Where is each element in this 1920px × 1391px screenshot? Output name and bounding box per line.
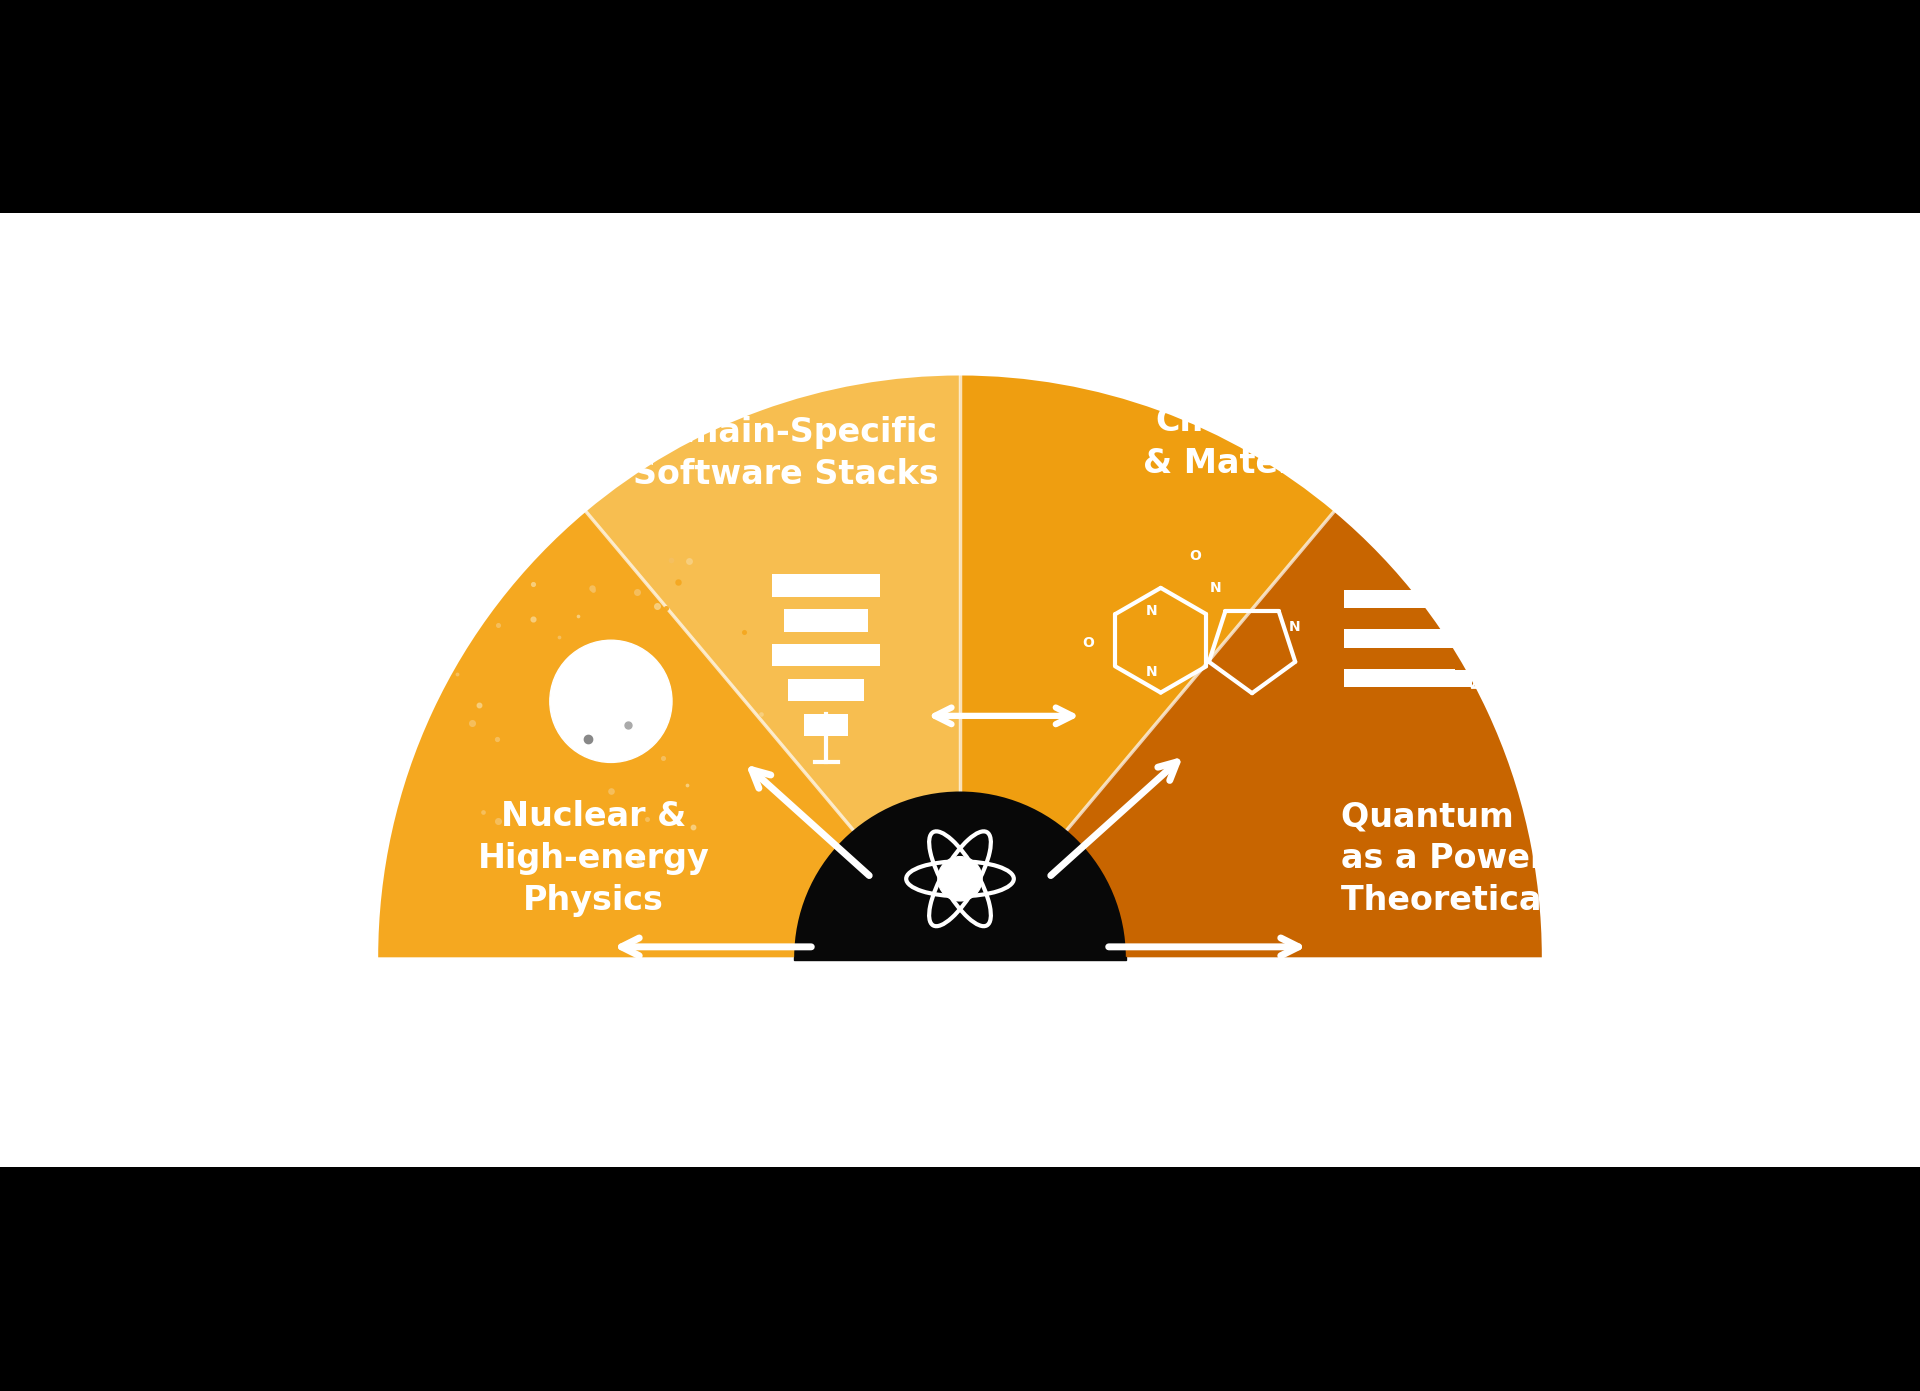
Text: N: N xyxy=(1288,620,1300,634)
Wedge shape xyxy=(586,376,960,957)
Bar xyxy=(772,574,879,597)
Bar xyxy=(772,644,879,666)
Text: N: N xyxy=(1146,665,1158,679)
Bar xyxy=(804,714,849,736)
Bar xyxy=(1455,670,1473,687)
Bar xyxy=(1344,590,1455,608)
Bar xyxy=(0,1167,1920,1306)
Text: Domain-Specific
Software Stacks: Domain-Specific Software Stacks xyxy=(634,416,939,491)
Text: O: O xyxy=(1083,636,1094,650)
Wedge shape xyxy=(960,376,1334,957)
Wedge shape xyxy=(795,791,1125,957)
Polygon shape xyxy=(795,957,1125,960)
Text: Chemistry
& Materials: Chemistry & Materials xyxy=(1142,405,1359,480)
Wedge shape xyxy=(378,512,960,957)
Bar xyxy=(1455,591,1473,608)
Circle shape xyxy=(549,640,672,762)
Bar xyxy=(1455,630,1473,648)
Text: Nuclear &
High-energy
Physics: Nuclear & High-energy Physics xyxy=(478,800,708,918)
Text: N: N xyxy=(1146,604,1158,618)
Text: Scalable Quantum
Simulator: Scalable Quantum Simulator xyxy=(789,978,1131,1054)
Circle shape xyxy=(937,857,983,901)
Text: Quantum Simulation
as a Powerful
Theoretical Tool: Quantum Simulation as a Powerful Theoret… xyxy=(1340,800,1728,918)
Bar xyxy=(1344,629,1455,648)
Bar xyxy=(1344,669,1455,687)
Bar xyxy=(0,213,1920,1167)
Wedge shape xyxy=(960,512,1542,957)
Bar xyxy=(783,609,868,632)
Text: N: N xyxy=(1210,581,1221,595)
Bar xyxy=(789,679,864,701)
Bar xyxy=(0,85,1920,213)
Text: O: O xyxy=(1190,549,1202,563)
